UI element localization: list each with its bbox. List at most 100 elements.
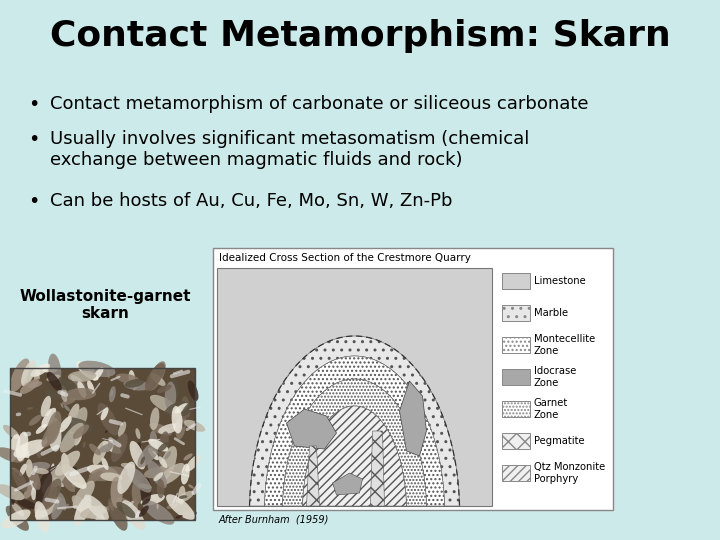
Ellipse shape (93, 441, 108, 465)
Ellipse shape (78, 361, 115, 377)
Ellipse shape (171, 379, 179, 399)
Ellipse shape (167, 405, 179, 414)
Ellipse shape (158, 446, 177, 481)
Ellipse shape (70, 433, 82, 443)
Ellipse shape (42, 478, 61, 510)
Ellipse shape (76, 507, 90, 512)
Ellipse shape (60, 473, 76, 492)
Ellipse shape (62, 464, 86, 489)
Ellipse shape (164, 401, 186, 415)
Text: Pegmatite: Pegmatite (534, 436, 585, 446)
Ellipse shape (37, 372, 40, 380)
Ellipse shape (157, 384, 171, 393)
Ellipse shape (36, 471, 52, 504)
Ellipse shape (46, 375, 60, 381)
Bar (10, 368, 195, 520)
Ellipse shape (0, 447, 24, 463)
Ellipse shape (158, 442, 168, 452)
Ellipse shape (117, 502, 135, 518)
Text: Contact Metamorphism: Skarn: Contact Metamorphism: Skarn (50, 19, 670, 53)
Ellipse shape (3, 425, 19, 439)
Ellipse shape (179, 495, 187, 499)
Ellipse shape (139, 505, 149, 517)
Ellipse shape (148, 439, 168, 451)
Polygon shape (287, 409, 336, 449)
Ellipse shape (17, 499, 37, 509)
Text: Idealized Cross Section of the Crestmore Quarry: Idealized Cross Section of the Crestmore… (219, 253, 471, 263)
Ellipse shape (98, 403, 119, 435)
Ellipse shape (101, 407, 109, 420)
Ellipse shape (89, 443, 101, 455)
Ellipse shape (65, 388, 96, 400)
Ellipse shape (35, 497, 61, 519)
Ellipse shape (29, 415, 42, 426)
Ellipse shape (51, 497, 65, 519)
Text: After Burnham  (1959): After Burnham (1959) (219, 514, 329, 524)
Ellipse shape (153, 451, 157, 455)
Ellipse shape (87, 471, 103, 484)
Ellipse shape (157, 463, 163, 467)
Ellipse shape (80, 505, 107, 518)
Ellipse shape (150, 373, 166, 386)
Bar (502, 401, 530, 417)
Ellipse shape (153, 472, 163, 481)
Ellipse shape (22, 444, 30, 458)
Ellipse shape (135, 428, 140, 439)
Ellipse shape (48, 354, 61, 386)
Ellipse shape (145, 363, 165, 391)
Ellipse shape (58, 492, 66, 510)
Ellipse shape (107, 440, 113, 452)
Text: Montecellite
Zone: Montecellite Zone (534, 334, 595, 356)
Text: Can be hosts of Au, Cu, Fe, Mo, Sn, W, Zn-Pb: Can be hosts of Au, Cu, Fe, Mo, Sn, W, Z… (50, 192, 452, 210)
Ellipse shape (150, 407, 159, 430)
Ellipse shape (67, 381, 92, 391)
Polygon shape (371, 431, 384, 506)
Text: Limestone: Limestone (534, 276, 586, 286)
Ellipse shape (47, 372, 62, 392)
Ellipse shape (179, 511, 197, 518)
Text: Contact metamorphism of carbonate or siliceous carbonate: Contact metamorphism of carbonate or sil… (50, 95, 588, 113)
Ellipse shape (93, 367, 104, 381)
Ellipse shape (140, 494, 165, 505)
Ellipse shape (6, 505, 29, 531)
Ellipse shape (1, 509, 31, 529)
Ellipse shape (158, 431, 168, 456)
Ellipse shape (45, 426, 78, 446)
Ellipse shape (12, 503, 24, 516)
Ellipse shape (109, 502, 114, 511)
Ellipse shape (130, 441, 145, 469)
Ellipse shape (185, 455, 201, 472)
Ellipse shape (49, 464, 78, 476)
Ellipse shape (68, 403, 79, 424)
Ellipse shape (171, 408, 187, 415)
Ellipse shape (74, 433, 82, 446)
Ellipse shape (102, 457, 109, 470)
Ellipse shape (31, 487, 36, 500)
Ellipse shape (164, 407, 189, 419)
Ellipse shape (83, 441, 86, 448)
Ellipse shape (184, 454, 193, 461)
Ellipse shape (58, 504, 69, 509)
Ellipse shape (127, 478, 136, 483)
Text: •: • (28, 95, 40, 114)
Ellipse shape (150, 430, 158, 450)
Ellipse shape (34, 367, 40, 380)
Ellipse shape (41, 408, 56, 428)
Ellipse shape (16, 452, 27, 458)
Ellipse shape (148, 448, 158, 460)
Ellipse shape (36, 444, 42, 458)
Bar (10, 368, 195, 520)
Ellipse shape (188, 484, 194, 489)
Ellipse shape (60, 423, 84, 453)
Ellipse shape (61, 453, 70, 474)
Ellipse shape (55, 451, 80, 476)
Ellipse shape (137, 442, 141, 454)
Ellipse shape (24, 480, 37, 499)
Ellipse shape (45, 389, 61, 400)
Ellipse shape (60, 403, 63, 408)
Ellipse shape (26, 459, 32, 477)
Ellipse shape (59, 416, 72, 433)
Ellipse shape (125, 517, 132, 522)
Ellipse shape (27, 462, 50, 471)
Text: Wollastonite-garnet
skarn: Wollastonite-garnet skarn (19, 289, 191, 321)
